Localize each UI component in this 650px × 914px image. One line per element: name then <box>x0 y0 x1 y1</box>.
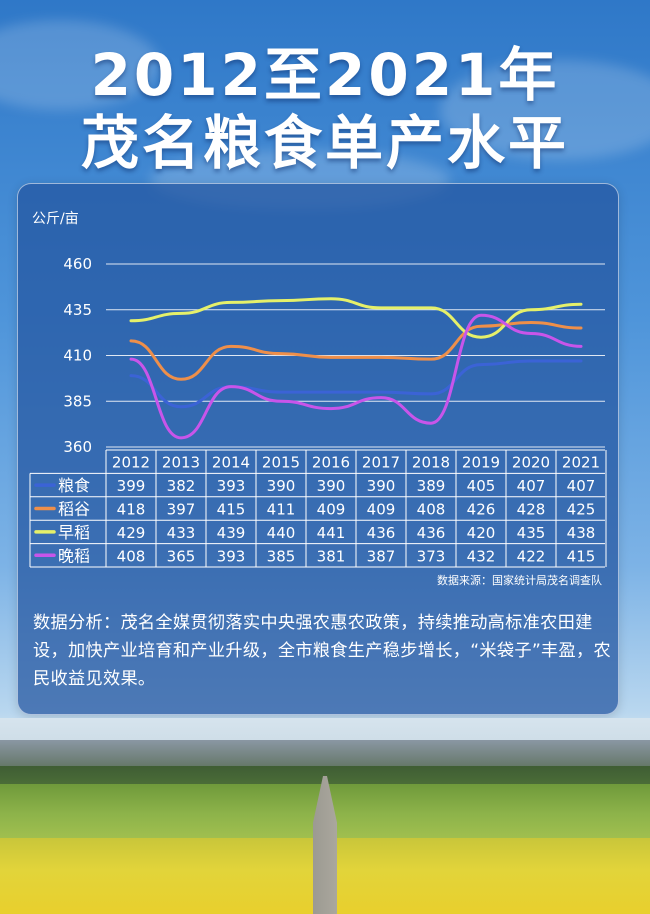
table-value: 432 <box>467 547 496 565</box>
table-value: 407 <box>567 477 596 495</box>
title-line-1: 2012至2021年 <box>90 41 560 109</box>
table-value: 408 <box>117 547 146 565</box>
table-value: 381 <box>317 547 346 565</box>
table-value: 409 <box>317 501 346 519</box>
y-tick-label: 435 <box>63 301 92 319</box>
table-value: 425 <box>567 501 596 519</box>
table-value: 409 <box>367 501 396 519</box>
x-tick-label: 2017 <box>362 454 400 472</box>
data-source: 数据来源：国家统计局茂名调查队 <box>437 574 602 587</box>
landscape-photo <box>0 718 650 914</box>
cloud <box>0 20 160 110</box>
table-value: 436 <box>417 524 446 542</box>
series-line <box>129 313 583 440</box>
table-value: 390 <box>317 477 346 495</box>
table-value: 411 <box>267 501 296 519</box>
series-line <box>129 359 583 409</box>
y-tick-label: 460 <box>63 255 92 273</box>
table-value: 436 <box>367 524 396 542</box>
table-value: 385 <box>267 547 296 565</box>
legend-label: 稻谷 <box>58 500 90 519</box>
y-tick-label: 385 <box>63 392 92 410</box>
title-line-2: 茂名粮食单产水平 <box>80 109 569 177</box>
table-value: 420 <box>467 524 496 542</box>
x-tick-label: 2013 <box>162 454 200 472</box>
legend-label: 晚稻 <box>58 546 90 565</box>
x-tick-label: 2021 <box>562 454 600 472</box>
legend-label: 早稻 <box>58 523 90 542</box>
y-axis-unit: 公斤/亩 <box>32 211 79 227</box>
table-value: 405 <box>467 477 496 495</box>
legend-label: 粮食 <box>58 476 90 495</box>
x-tick-label: 2012 <box>112 454 150 472</box>
table-value: 415 <box>567 547 596 565</box>
x-tick-label: 2014 <box>212 454 250 472</box>
series-line <box>129 297 583 339</box>
x-tick-label: 2020 <box>512 454 550 472</box>
table-value: 373 <box>417 547 446 565</box>
table-value: 440 <box>267 524 296 542</box>
table-value: 435 <box>517 524 546 542</box>
table-value: 399 <box>117 477 146 495</box>
x-tick-label: 2016 <box>312 454 350 472</box>
chart-panel <box>17 183 619 715</box>
table-value: 422 <box>517 547 546 565</box>
table-value: 397 <box>167 501 196 519</box>
table-value: 365 <box>167 547 196 565</box>
table-value: 390 <box>367 477 396 495</box>
table-value: 428 <box>517 501 546 519</box>
table-value: 393 <box>217 477 246 495</box>
table-value: 407 <box>517 477 546 495</box>
table-value: 389 <box>417 477 446 495</box>
table-value: 441 <box>317 524 346 542</box>
table-value: 426 <box>467 501 496 519</box>
y-tick-label: 410 <box>63 347 92 365</box>
x-tick-label: 2018 <box>412 454 450 472</box>
table-value: 433 <box>167 524 196 542</box>
table-value: 390 <box>267 477 296 495</box>
table-value: 415 <box>217 501 246 519</box>
table-value: 393 <box>217 547 246 565</box>
table-value: 418 <box>117 501 146 519</box>
table-value: 429 <box>117 524 146 542</box>
series-line <box>129 321 583 381</box>
y-tick-label: 360 <box>63 438 92 456</box>
table-value: 408 <box>417 501 446 519</box>
x-tick-label: 2015 <box>262 454 300 472</box>
table-value: 382 <box>167 477 196 495</box>
analysis-text: 数据分析：茂名全媒贯彻落实中央强农惠农政策，持续推动高标准农田建设，加快产业培育… <box>33 613 612 689</box>
table-value: 387 <box>367 547 396 565</box>
cloud <box>440 60 650 160</box>
table-value: 438 <box>567 524 596 542</box>
table-value: 439 <box>217 524 246 542</box>
x-tick-label: 2019 <box>462 454 500 472</box>
